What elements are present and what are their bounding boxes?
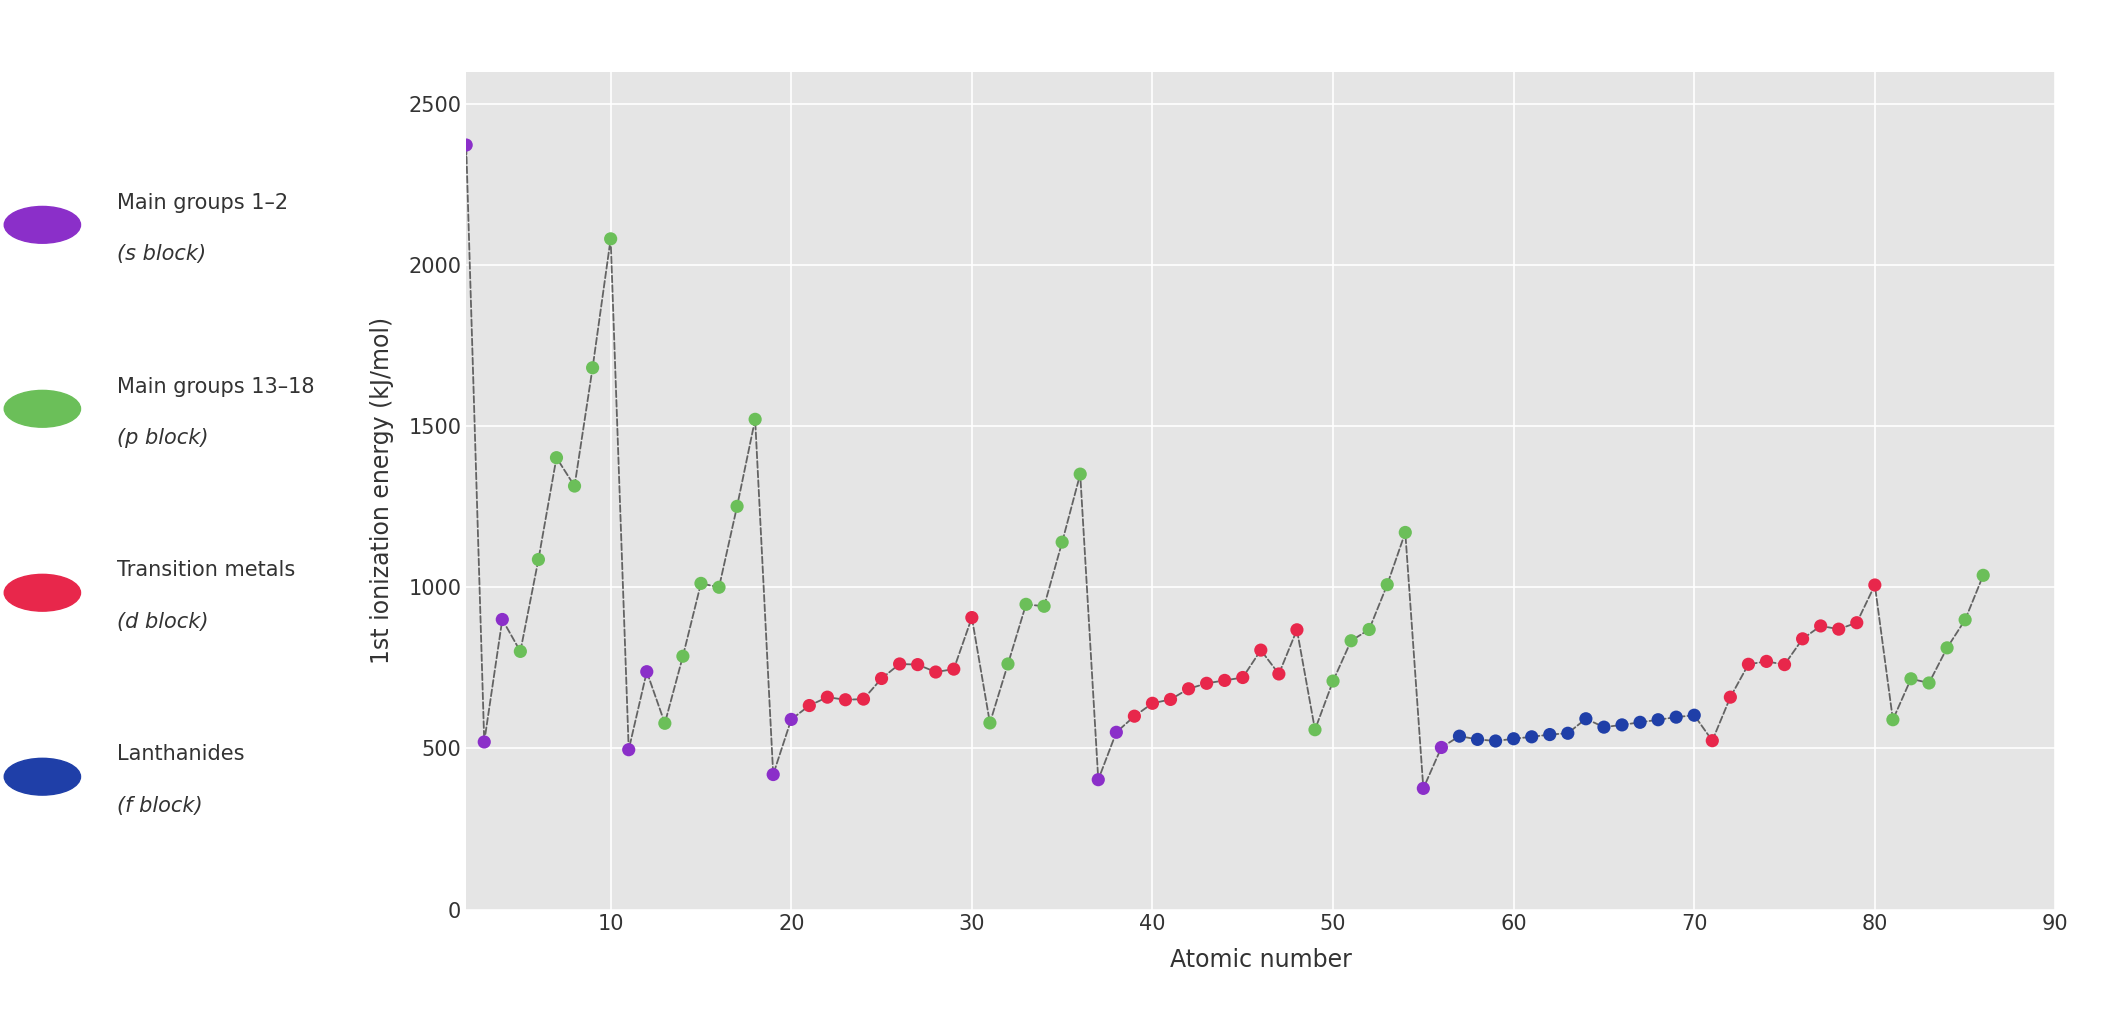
Point [1225,669,1259,686]
Point [1496,731,1530,747]
Point [720,498,754,514]
Point [1714,689,1748,705]
Point [992,656,1026,672]
Point [1064,466,1098,482]
Point [1515,729,1549,745]
Point [1966,567,2000,584]
Point [1009,596,1043,612]
Point [576,360,610,376]
Text: (d block): (d block) [117,611,208,632]
Text: Main groups 1–2: Main groups 1–2 [117,192,288,213]
Point [540,450,574,466]
Point [809,689,843,705]
Text: Lanthanides: Lanthanides [117,744,244,764]
Point [1695,733,1729,749]
Point [1172,681,1206,697]
Point [865,670,898,687]
Point [956,609,990,625]
Point [829,692,862,708]
Point [1479,733,1513,749]
Point [1786,631,1820,647]
Point [884,656,918,672]
Point [1623,714,1657,731]
Text: Main groups 13–18: Main groups 13–18 [117,376,314,397]
Point [1532,727,1566,743]
Point [701,579,735,596]
Point [1299,722,1333,738]
Point [557,478,591,495]
Point [1189,676,1223,692]
Point [756,766,790,783]
Point [665,648,699,664]
Point [1081,772,1115,788]
Point [430,478,464,495]
Point [773,711,807,728]
Point [1335,633,1369,649]
Point [1568,710,1602,727]
Point [1551,725,1585,741]
Point [1352,621,1386,638]
Point [973,714,1007,731]
Point [737,411,771,427]
Point [1460,731,1494,747]
Point [1263,665,1297,682]
Point [1388,524,1422,541]
Point [1731,656,1765,672]
Point [468,734,502,750]
Point [504,643,538,659]
Point [1875,711,1909,728]
Text: (s block): (s block) [117,243,206,264]
Point [1640,711,1674,728]
Point [1028,598,1062,614]
Point [1803,617,1837,634]
Text: (f block): (f block) [117,795,201,816]
Point [1604,716,1638,733]
Point [1894,670,1928,687]
Point [1659,709,1693,726]
Point [1244,642,1278,658]
Point [1153,691,1187,707]
Point [1930,640,1964,656]
Text: (p block): (p block) [117,427,208,448]
Point [449,137,483,153]
Point [1407,780,1441,796]
Point [901,656,934,672]
Point [612,742,646,758]
Point [1100,725,1134,741]
Point [1750,653,1784,669]
Point [1208,672,1242,689]
Point [1371,576,1405,593]
Text: Transition metals: Transition metals [117,560,295,580]
Point [1947,611,1981,628]
Point [1424,739,1458,755]
Point [1045,533,1079,550]
Point [521,551,555,567]
Point [1443,728,1477,744]
Point [485,611,519,628]
Point [937,661,971,678]
Point [1136,695,1170,711]
Point [1767,656,1801,672]
Point [1911,675,1945,691]
Point [920,664,954,681]
Point [629,663,663,680]
Point [684,575,718,592]
Point [793,697,826,713]
Point [1858,576,1892,593]
Y-axis label: 1st ionization energy (kJ/mol): 1st ionization energy (kJ/mol) [371,317,394,664]
Point [845,691,882,707]
X-axis label: Atomic number: Atomic number [1170,948,1352,972]
Point [648,715,682,732]
Point [1839,614,1873,631]
Point [1280,621,1314,638]
Point [1587,718,1621,735]
Point [593,231,627,247]
Point [1316,672,1350,689]
Point [1117,708,1151,725]
Point [1822,621,1856,638]
Point [1678,707,1712,724]
